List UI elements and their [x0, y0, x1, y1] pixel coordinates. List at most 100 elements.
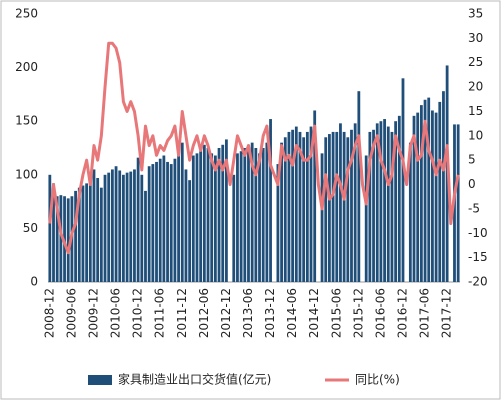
y2-tick-label: -5: [468, 201, 480, 215]
bar: [276, 164, 280, 282]
bar: [77, 187, 81, 282]
bar: [239, 151, 243, 282]
bar: [280, 142, 283, 282]
bar: [250, 142, 254, 282]
bar: [258, 153, 261, 282]
bar: [364, 155, 368, 282]
x-tick-label: 2015-06: [329, 288, 343, 338]
bar: [456, 124, 460, 282]
bar: [265, 142, 269, 282]
x-tick-label: 2017-12: [440, 288, 454, 338]
y-tick-label: 0: [30, 275, 38, 289]
x-tick-label: 2014-06: [285, 288, 299, 338]
x-tick-label: 2014-12: [307, 288, 321, 338]
x-tick-label: 2009-06: [64, 288, 78, 338]
bar: [412, 115, 416, 282]
bar: [125, 172, 129, 282]
bar: [372, 129, 375, 282]
bar: [342, 131, 346, 282]
bar: [221, 144, 225, 282]
y2-tick-label: 15: [468, 104, 483, 118]
legend-label: 家具制造业出口交货值(亿元): [118, 372, 271, 387]
bar: [283, 137, 287, 282]
y-tick-label: 50: [23, 221, 38, 235]
y2-tick-label: 0: [468, 177, 476, 191]
bar: [390, 131, 394, 282]
x-tick-label: 2015-12: [351, 288, 365, 338]
bar: [302, 137, 306, 282]
bar: [379, 121, 383, 282]
bar: [52, 183, 55, 282]
bar: [122, 174, 125, 282]
bar: [423, 99, 427, 282]
y-tick-label: 100: [15, 167, 38, 181]
bar: [313, 110, 317, 282]
bar: [434, 112, 438, 283]
x-tick-label: 2013-12: [263, 288, 277, 338]
bar: [114, 166, 118, 282]
y2-tick-label: 25: [468, 55, 483, 69]
bar: [195, 153, 199, 282]
bar: [199, 151, 203, 282]
bar: [394, 121, 398, 282]
bar: [206, 148, 210, 282]
bar: [118, 170, 122, 282]
bar: [294, 126, 298, 282]
bar: [166, 161, 169, 282]
y2-tick-label: -10: [468, 226, 488, 240]
bar: [66, 198, 70, 282]
bar: [408, 142, 412, 282]
bar: [92, 169, 96, 282]
bar: [320, 153, 324, 282]
bar: [107, 172, 111, 282]
y-tick-label: 250: [15, 7, 38, 21]
x-tick-label: 2017-06: [418, 288, 432, 338]
bar: [442, 91, 445, 283]
bar: [177, 155, 180, 282]
bar: [103, 174, 107, 282]
bar: [254, 148, 258, 282]
y2-tick-label: 20: [468, 80, 483, 94]
bar: [339, 123, 342, 283]
bar: [232, 174, 236, 282]
bar: [386, 126, 390, 282]
bar: [291, 129, 295, 282]
bar: [74, 190, 77, 282]
bar: [147, 166, 151, 282]
bar: [184, 169, 188, 282]
bar: [346, 137, 350, 282]
bar: [133, 169, 136, 282]
bar: [180, 142, 184, 282]
bar: [247, 144, 250, 282]
bar: [309, 126, 313, 282]
bar: [375, 123, 379, 283]
y2-tick-label: 10: [468, 128, 483, 142]
y2-tick-label: -15: [468, 250, 488, 264]
bar: [225, 139, 228, 282]
y2-tick-label: 35: [468, 7, 483, 21]
legend-label: 同比(%): [355, 373, 400, 387]
bar: [328, 134, 331, 282]
bar: [401, 78, 405, 282]
bar: [158, 158, 162, 282]
bar: [48, 174, 52, 282]
bar: [99, 187, 103, 282]
y2-tick-label: -20: [468, 275, 488, 289]
bar: [136, 157, 140, 282]
line: [48, 41, 460, 255]
bar: [269, 119, 272, 282]
x-tick-label: 2011-06: [153, 288, 167, 338]
bar: [129, 171, 133, 282]
x-tick-label: 2008-12: [42, 288, 56, 338]
bar: [169, 164, 173, 282]
bar: [59, 195, 63, 282]
x-tick-label: 2012-06: [197, 288, 211, 338]
bar: [188, 180, 192, 282]
bar: [88, 180, 92, 282]
bar: [305, 131, 309, 282]
bar: [431, 110, 434, 282]
bar: [287, 131, 291, 282]
x-tick-label: 2009-12: [86, 288, 100, 338]
bar: [331, 131, 335, 282]
